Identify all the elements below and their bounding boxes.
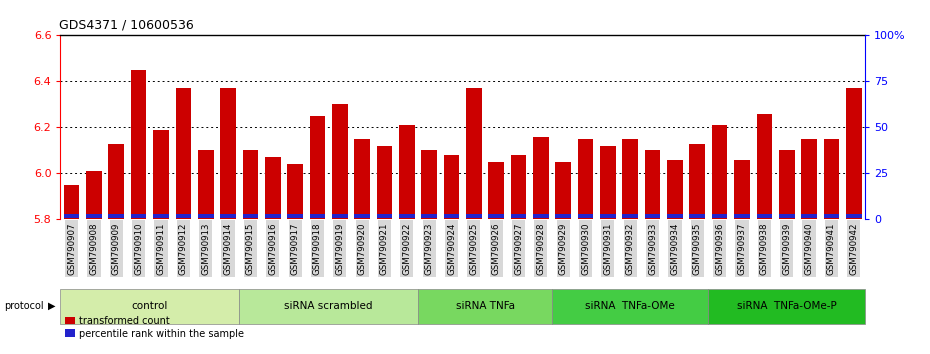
Bar: [287, 214, 303, 218]
Bar: [176, 214, 192, 218]
Bar: [846, 214, 861, 218]
Bar: [310, 214, 325, 218]
Bar: [622, 214, 638, 218]
Bar: [578, 139, 593, 219]
Bar: [399, 214, 415, 218]
Bar: [533, 214, 549, 218]
Bar: [533, 137, 549, 219]
Text: protocol: protocol: [4, 301, 44, 311]
Bar: [220, 214, 236, 218]
Bar: [466, 214, 482, 218]
Bar: [243, 150, 259, 219]
Bar: [711, 125, 727, 219]
Bar: [287, 164, 303, 219]
Bar: [354, 139, 370, 219]
Text: control: control: [132, 301, 168, 311]
Bar: [778, 214, 794, 218]
Text: ▶: ▶: [48, 301, 56, 311]
Bar: [734, 160, 750, 219]
Bar: [600, 146, 616, 219]
Bar: [555, 214, 571, 218]
Bar: [667, 160, 683, 219]
Bar: [802, 214, 817, 218]
Bar: [444, 155, 459, 219]
Bar: [265, 157, 281, 219]
Bar: [667, 214, 683, 218]
Bar: [689, 214, 705, 218]
Bar: [176, 88, 192, 219]
Bar: [802, 139, 817, 219]
Bar: [64, 214, 79, 218]
Legend: transformed count, percentile rank within the sample: transformed count, percentile rank withi…: [65, 316, 244, 338]
Bar: [466, 88, 482, 219]
Bar: [198, 214, 214, 218]
Bar: [310, 116, 325, 219]
Bar: [64, 185, 79, 219]
Bar: [644, 150, 660, 219]
Bar: [377, 214, 392, 218]
Bar: [689, 143, 705, 219]
Bar: [243, 214, 259, 218]
Bar: [220, 88, 236, 219]
Text: siRNA  TNFa-OMe: siRNA TNFa-OMe: [585, 301, 675, 311]
Bar: [421, 214, 437, 218]
Bar: [198, 150, 214, 219]
Bar: [756, 114, 772, 219]
Text: siRNA  TNFa-OMe-P: siRNA TNFa-OMe-P: [737, 301, 837, 311]
Bar: [578, 214, 593, 218]
Text: siRNA TNFa: siRNA TNFa: [456, 301, 514, 311]
Bar: [824, 214, 839, 218]
Bar: [711, 214, 727, 218]
Bar: [399, 125, 415, 219]
Bar: [265, 214, 281, 218]
Bar: [421, 150, 437, 219]
Bar: [444, 214, 459, 218]
Bar: [644, 214, 660, 218]
Bar: [109, 143, 124, 219]
Bar: [86, 171, 101, 219]
Bar: [824, 139, 839, 219]
Bar: [131, 70, 147, 219]
Bar: [488, 214, 504, 218]
Bar: [332, 104, 348, 219]
Bar: [778, 150, 794, 219]
Bar: [511, 214, 526, 218]
Bar: [153, 214, 169, 218]
Bar: [511, 155, 526, 219]
Bar: [734, 214, 750, 218]
Bar: [756, 214, 772, 218]
Bar: [109, 214, 124, 218]
Bar: [153, 130, 169, 219]
Text: siRNA scrambled: siRNA scrambled: [285, 301, 373, 311]
Bar: [377, 146, 392, 219]
Bar: [86, 214, 101, 218]
Bar: [600, 214, 616, 218]
Text: GDS4371 / 10600536: GDS4371 / 10600536: [59, 18, 193, 32]
Bar: [354, 214, 370, 218]
Bar: [555, 162, 571, 219]
Bar: [131, 214, 147, 218]
Bar: [332, 214, 348, 218]
Bar: [846, 88, 861, 219]
Bar: [622, 139, 638, 219]
Bar: [488, 162, 504, 219]
